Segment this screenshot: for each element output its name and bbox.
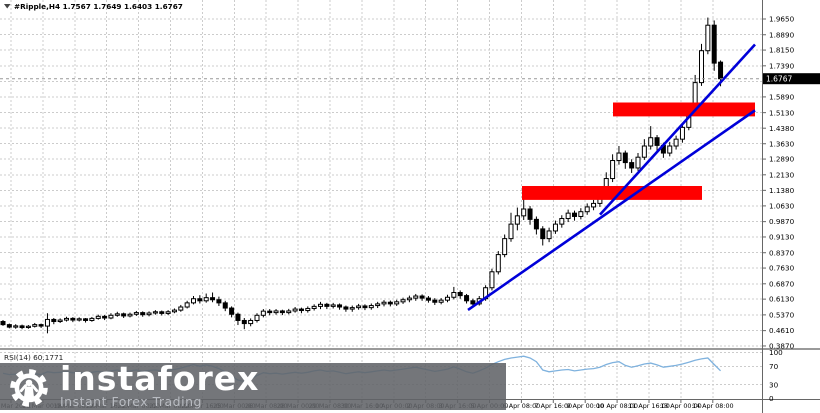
price-axis-label: 0.8370 xyxy=(769,248,795,257)
price-axis-label: 1.5890 xyxy=(769,93,795,102)
trendlines[interactable] xyxy=(467,43,756,311)
date-axis-label: 13 Apr 00:00 xyxy=(660,402,702,410)
price-axis-label: 1.4380 xyxy=(769,124,795,133)
price-axis-label: 1.8890 xyxy=(769,30,795,39)
watermark-tagline: Instant Forex Trading xyxy=(60,394,202,410)
current-price-tag: 1.6767 xyxy=(763,73,820,85)
one-click-trading-arrow-icon[interactable] xyxy=(4,4,11,9)
price-axis-label: 1.2890 xyxy=(769,155,795,164)
price-axis-label: 1.5130 xyxy=(769,108,795,117)
rsi-axis-label: 0 xyxy=(769,394,774,403)
price-axis-label: 0.4610 xyxy=(769,326,795,335)
date-axis-label: 14 Apr 08:00 xyxy=(692,402,734,410)
chart-title: #Ripple,H4 1.7567 1.7649 1.6403 1.6767 xyxy=(14,2,183,11)
price-axis-label: 1.9650 xyxy=(769,15,795,24)
date-axis-label: 10 Apr 08:00 xyxy=(596,402,638,410)
chart-grid xyxy=(0,0,762,399)
price-axis-label: 1.1380 xyxy=(769,186,795,195)
watermark-brand-text: instaforex xyxy=(60,359,260,399)
axis-labels: 1.96501.88901.81501.73901.66301.58901.51… xyxy=(0,15,795,410)
rsi-axis-label: 100 xyxy=(769,348,783,357)
price-axis-label: 1.0630 xyxy=(769,201,795,210)
instaforex-logo-icon xyxy=(10,368,48,407)
rsi-axis-label: 30 xyxy=(769,380,779,389)
price-axis-label: 0.7630 xyxy=(769,264,795,273)
price-axis-label: 0.3870 xyxy=(769,342,795,351)
rsi-axis-label: 70 xyxy=(769,362,779,371)
date-axis-label: 7 Apr 16:00 xyxy=(534,402,572,410)
price-axis-label: 0.9130 xyxy=(769,233,795,242)
price-axis-label: 1.7390 xyxy=(769,61,795,70)
supply-demand-zones[interactable] xyxy=(522,102,755,200)
price-axis-label: 0.6130 xyxy=(769,295,795,304)
price-axis-label: 1.3630 xyxy=(769,139,795,148)
date-axis-label: 9 Apr 00:00 xyxy=(566,402,604,410)
uptrend-line-steep[interactable] xyxy=(599,43,756,216)
candlesticks xyxy=(0,17,724,334)
uptrend-line-long[interactable] xyxy=(467,109,756,311)
price-axis-label: 0.5370 xyxy=(769,310,795,319)
current-price-tag-text: 1.6767 xyxy=(766,75,792,84)
price-axis-label: 1.2130 xyxy=(769,170,795,179)
instaforex-watermark: instaforex Instant Forex Trading xyxy=(0,359,506,410)
support-zone-lower[interactable] xyxy=(522,186,702,200)
price-axis-label: 0.6870 xyxy=(769,279,795,288)
resistance-zone-upper[interactable] xyxy=(613,102,755,117)
date-axis-label: 11 Apr 16:00 xyxy=(628,402,670,410)
rsi-indicator-label: RSI(14) 60.1771 xyxy=(4,353,63,362)
price-axis-label: 1.8150 xyxy=(769,46,795,55)
date-axis-label: 6 Apr 08:00 xyxy=(503,402,541,410)
price-axis-label: 0.9870 xyxy=(769,217,795,226)
